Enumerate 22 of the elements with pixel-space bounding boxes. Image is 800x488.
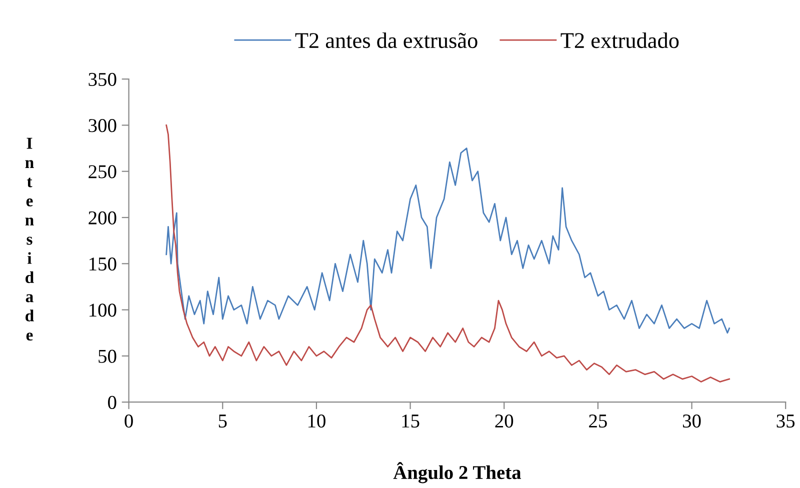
x-tick-label: 30 (682, 414, 701, 428)
line-series (166, 148, 730, 334)
x-tick-label: 35 (776, 414, 795, 428)
legend-label: T2 antes da extrusão (295, 32, 478, 48)
x-tick-label: 25 (589, 414, 607, 428)
legend-label: T2 extrudado (560, 32, 679, 48)
y-tick-label: 0 (108, 396, 116, 410)
y-tick-label: 50 (98, 350, 116, 363)
text: Intensidade (25, 138, 34, 341)
y-tick-label: 300 (88, 119, 116, 132)
x-tick-label: 10 (308, 414, 326, 428)
y-tick-label: 150 (90, 257, 116, 271)
line-series (166, 124, 730, 382)
y-tick-label: 350 (88, 72, 116, 86)
y-tick-label: 100 (90, 304, 116, 317)
x-tick-label: 0 (124, 414, 133, 428)
x-tick-label: 15 (402, 414, 420, 428)
y-tick-label: 250 (88, 165, 116, 178)
x-tick-label: 5 (218, 414, 227, 428)
y-tick-label: 200 (88, 211, 116, 224)
x-axis-title: Ângulo 2 Theta (393, 462, 522, 484)
x-tick-label: 20 (495, 414, 514, 428)
